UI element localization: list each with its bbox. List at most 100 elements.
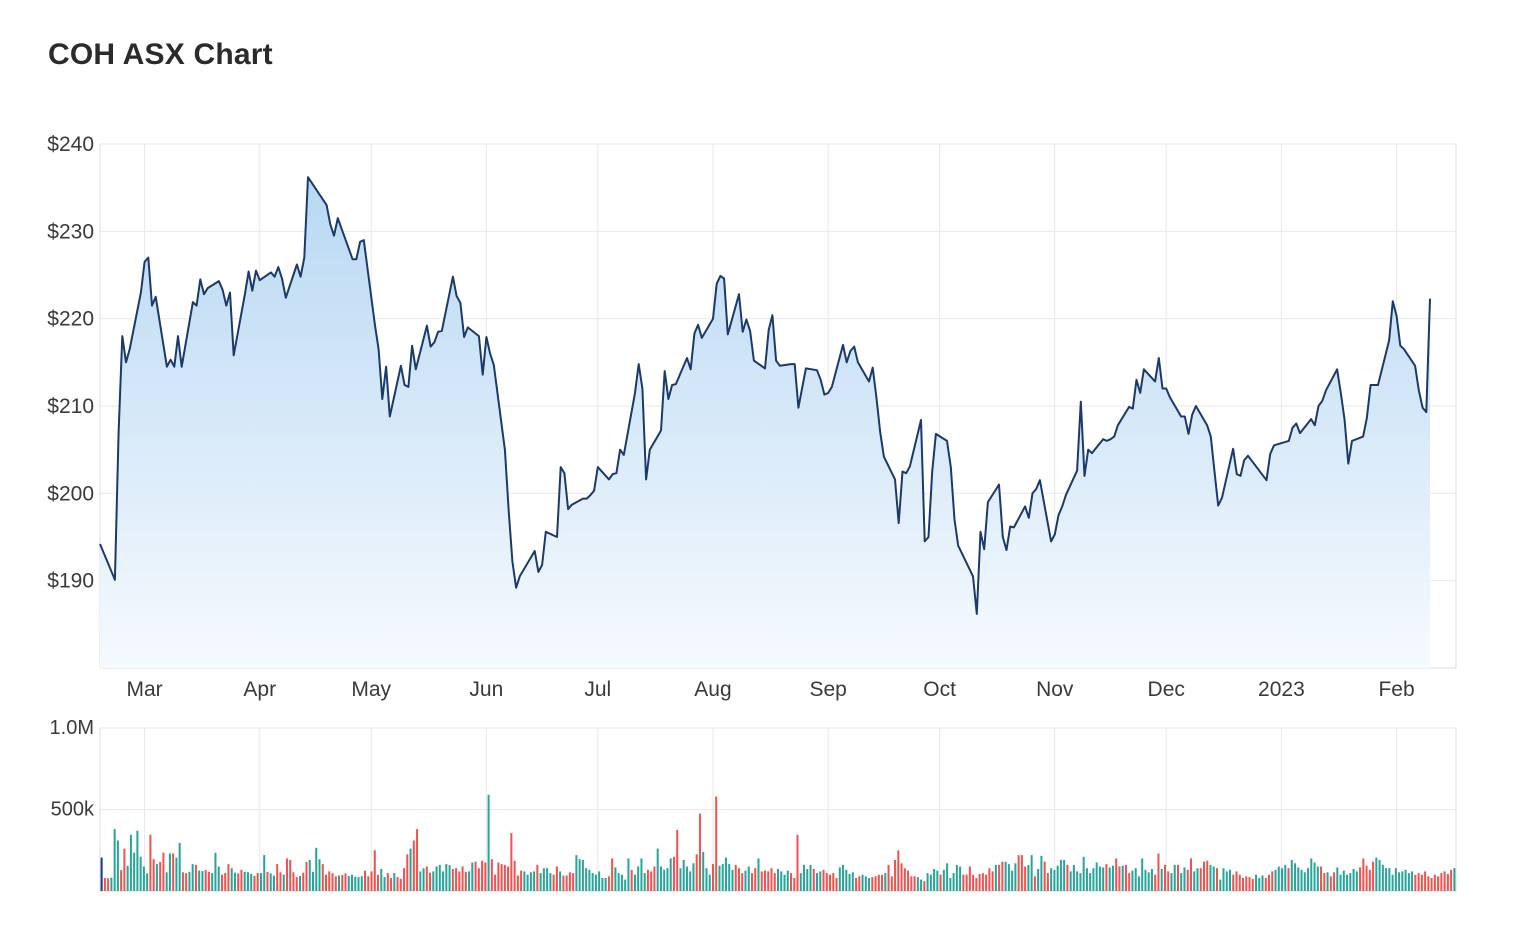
volume-bar	[250, 873, 253, 891]
volume-bar	[562, 875, 565, 891]
volume-bar	[1323, 873, 1326, 891]
volume-bar	[1137, 876, 1140, 891]
volume-bar	[1004, 861, 1007, 891]
volume-bar	[116, 840, 119, 891]
volume-bar	[575, 855, 578, 891]
volume-bar	[825, 873, 828, 891]
volume-bar	[1407, 873, 1410, 891]
volume-bar	[1056, 865, 1059, 891]
volume-bar	[259, 873, 262, 891]
volume-bar	[1427, 876, 1430, 891]
volume-bar	[555, 866, 558, 891]
volume-bar	[640, 858, 643, 891]
volume-bar	[1258, 878, 1261, 891]
volume-bar	[311, 871, 314, 891]
volume-bar	[136, 830, 139, 891]
volume-bar	[783, 874, 786, 891]
volume-bar	[1284, 864, 1287, 891]
volume-bar	[1271, 871, 1274, 891]
volume-bar	[155, 864, 158, 891]
volume-bar	[289, 860, 292, 891]
volume-bar	[455, 868, 458, 891]
volume-bar	[510, 833, 513, 891]
volume-bar	[344, 873, 347, 891]
volume-bar	[429, 872, 432, 891]
volume-bar	[627, 858, 630, 891]
volume-bar	[816, 873, 819, 891]
volume-bar	[1381, 864, 1384, 891]
volume-bar	[705, 868, 708, 891]
volume-bar	[936, 870, 939, 891]
volume-bar	[364, 870, 367, 891]
volume-bar	[542, 868, 545, 891]
volume-bar	[724, 857, 727, 891]
volume-bar	[1215, 868, 1218, 891]
volume-bar	[692, 863, 695, 891]
volume-bar	[536, 864, 539, 891]
volume-bar	[679, 868, 682, 891]
volume-bar	[1424, 871, 1427, 891]
volume-bar	[1368, 869, 1371, 891]
volume-bar	[1089, 873, 1092, 891]
volume-bar	[1176, 864, 1179, 891]
volume-bar	[1037, 869, 1040, 891]
chart-title: COH ASX Chart	[48, 38, 273, 71]
volume-bar	[1202, 861, 1205, 891]
volume-bar	[871, 877, 874, 891]
volume-bar	[698, 813, 701, 891]
volume-bar	[1141, 858, 1144, 891]
volume-bar	[546, 868, 549, 891]
volume-bar	[829, 874, 832, 891]
volume-bar	[877, 874, 880, 891]
volume-bar	[500, 864, 503, 891]
volume-bar	[133, 852, 136, 891]
volume-bar	[728, 864, 731, 891]
volume-bar	[604, 878, 607, 891]
volume-bar	[926, 873, 929, 891]
volume-bar	[598, 871, 601, 891]
volume-grid	[99, 727, 1457, 892]
volume-bar	[1274, 869, 1277, 891]
volume-bar	[1173, 864, 1176, 891]
volume-bar	[520, 870, 523, 891]
volume-bar	[809, 864, 812, 891]
volume-bar	[435, 866, 438, 891]
volume-bar	[611, 858, 614, 891]
volume-bar	[1017, 855, 1020, 891]
volume-bar	[614, 867, 617, 891]
volume-bar	[972, 874, 975, 891]
volume-bar	[474, 861, 477, 891]
volume-bar	[659, 866, 662, 891]
price-tick-label: $200	[47, 482, 94, 505]
volume-bar	[178, 842, 181, 891]
volume-bar	[1375, 857, 1378, 891]
volume-bar	[129, 834, 132, 891]
volume-bar	[1420, 874, 1423, 891]
volume-bar	[194, 864, 197, 891]
volume-bar	[1105, 864, 1108, 891]
volume-bar	[207, 871, 210, 891]
volume-bar	[894, 860, 897, 891]
volume-bar	[1095, 862, 1098, 891]
volume-bar	[354, 876, 357, 891]
volume-bar	[864, 876, 867, 891]
volume-bar	[1131, 870, 1134, 891]
volume-bar	[276, 864, 279, 891]
volume-bar	[630, 869, 633, 891]
volume-bar	[718, 865, 721, 891]
volume-bar	[285, 858, 288, 891]
volume-bar	[760, 871, 763, 891]
volume-bar	[142, 866, 145, 891]
volume-bar	[1225, 871, 1228, 891]
volume-bar	[471, 862, 474, 891]
volume-bar	[685, 866, 688, 891]
volume-bar	[107, 878, 110, 891]
volume-bar	[1040, 856, 1043, 891]
volume-bar	[1446, 873, 1449, 891]
month-tick-label: Nov	[1036, 678, 1074, 701]
volume-bar	[1199, 868, 1202, 891]
volume-bar	[172, 853, 175, 891]
volume-bar	[445, 864, 448, 891]
volume-bar	[1235, 871, 1238, 891]
volume-bar	[965, 874, 968, 891]
